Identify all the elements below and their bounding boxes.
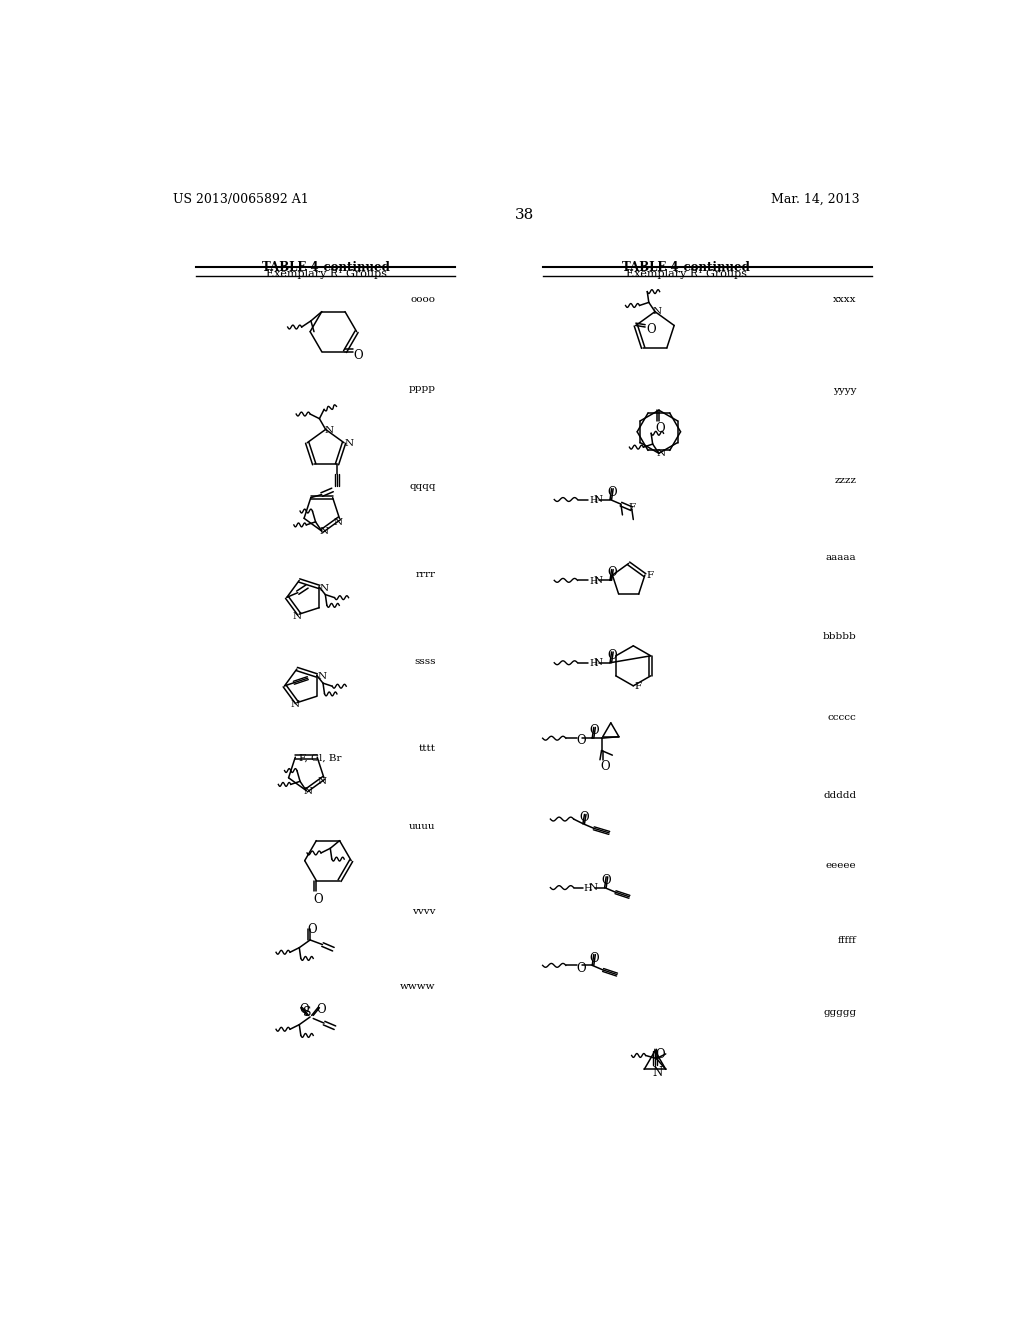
Text: wwww: wwww — [400, 982, 435, 991]
Text: N: N — [594, 576, 603, 585]
Text: ccccc: ccccc — [827, 713, 856, 722]
Text: N: N — [319, 583, 329, 593]
Text: tttt: tttt — [419, 743, 435, 752]
Text: oooo: oooo — [411, 296, 435, 305]
Text: F: F — [629, 503, 636, 512]
Text: zzzz: zzzz — [835, 477, 856, 486]
Text: O: O — [299, 1003, 309, 1016]
Text: O: O — [313, 892, 323, 906]
Text: N: N — [652, 1067, 663, 1080]
Text: N: N — [594, 659, 603, 667]
Text: 38: 38 — [515, 209, 535, 223]
Text: F: F — [635, 682, 642, 690]
Text: TABLE 4-continued: TABLE 4-continued — [262, 261, 390, 273]
Text: N: N — [652, 308, 662, 315]
Text: S: S — [303, 1006, 311, 1019]
Text: TABLE 4-continued: TABLE 4-continued — [622, 261, 750, 273]
Text: US 2013/0065892 A1: US 2013/0065892 A1 — [173, 193, 308, 206]
Text: Exemplary R¹ Groups: Exemplary R¹ Groups — [266, 269, 387, 280]
Text: bbbbb: bbbbb — [822, 632, 856, 642]
Text: N: N — [594, 495, 603, 504]
Text: N: N — [293, 612, 302, 620]
Text: N: N — [317, 777, 327, 785]
Text: ddddd: ddddd — [823, 792, 856, 800]
Text: yyyy: yyyy — [833, 385, 856, 395]
Text: H: H — [589, 496, 598, 504]
Text: N: N — [304, 787, 313, 796]
Text: O: O — [607, 649, 616, 661]
Text: N: N — [324, 425, 333, 434]
Text: eeeee: eeeee — [826, 861, 856, 870]
Text: H: H — [589, 577, 598, 586]
Text: O: O — [577, 734, 587, 747]
Text: ssss: ssss — [414, 657, 435, 667]
Text: N: N — [656, 449, 666, 458]
Text: uuuu: uuuu — [410, 822, 435, 832]
Text: Exemplary R¹ Groups: Exemplary R¹ Groups — [626, 269, 746, 280]
Text: N: N — [333, 517, 342, 527]
Text: vvvv: vvvv — [413, 907, 435, 916]
Text: O: O — [577, 961, 587, 974]
Text: O: O — [353, 348, 364, 362]
Text: O: O — [607, 486, 616, 499]
Text: O: O — [580, 812, 590, 825]
Text: F: F — [646, 572, 653, 581]
Text: O: O — [316, 1003, 326, 1016]
Text: N: N — [317, 672, 327, 681]
Text: O: O — [589, 725, 599, 738]
Text: Mar. 14, 2013: Mar. 14, 2013 — [771, 193, 860, 206]
Text: N: N — [319, 527, 329, 536]
Text: O: O — [307, 923, 316, 936]
Text: fffff: fffff — [838, 936, 856, 945]
Text: F, Cl, Br: F, Cl, Br — [299, 754, 342, 763]
Text: pppp: pppp — [409, 384, 435, 393]
Text: rrrr: rrrr — [416, 570, 435, 579]
Text: ggggg: ggggg — [823, 1007, 856, 1016]
Text: qqqq: qqqq — [410, 482, 435, 491]
Text: aaaaa: aaaaa — [826, 553, 856, 562]
Text: O: O — [600, 760, 609, 772]
Text: N: N — [589, 883, 597, 892]
Text: xxxx: xxxx — [833, 296, 856, 305]
Text: N: N — [345, 438, 354, 447]
Text: O: O — [601, 874, 611, 887]
Text: O: O — [646, 323, 655, 337]
Text: O: O — [589, 952, 599, 965]
Text: O: O — [607, 566, 616, 579]
Text: H: H — [584, 884, 592, 892]
Text: O: O — [655, 422, 666, 434]
Text: N: N — [291, 701, 300, 709]
Text: O: O — [655, 1048, 665, 1061]
Text: H: H — [589, 659, 598, 668]
